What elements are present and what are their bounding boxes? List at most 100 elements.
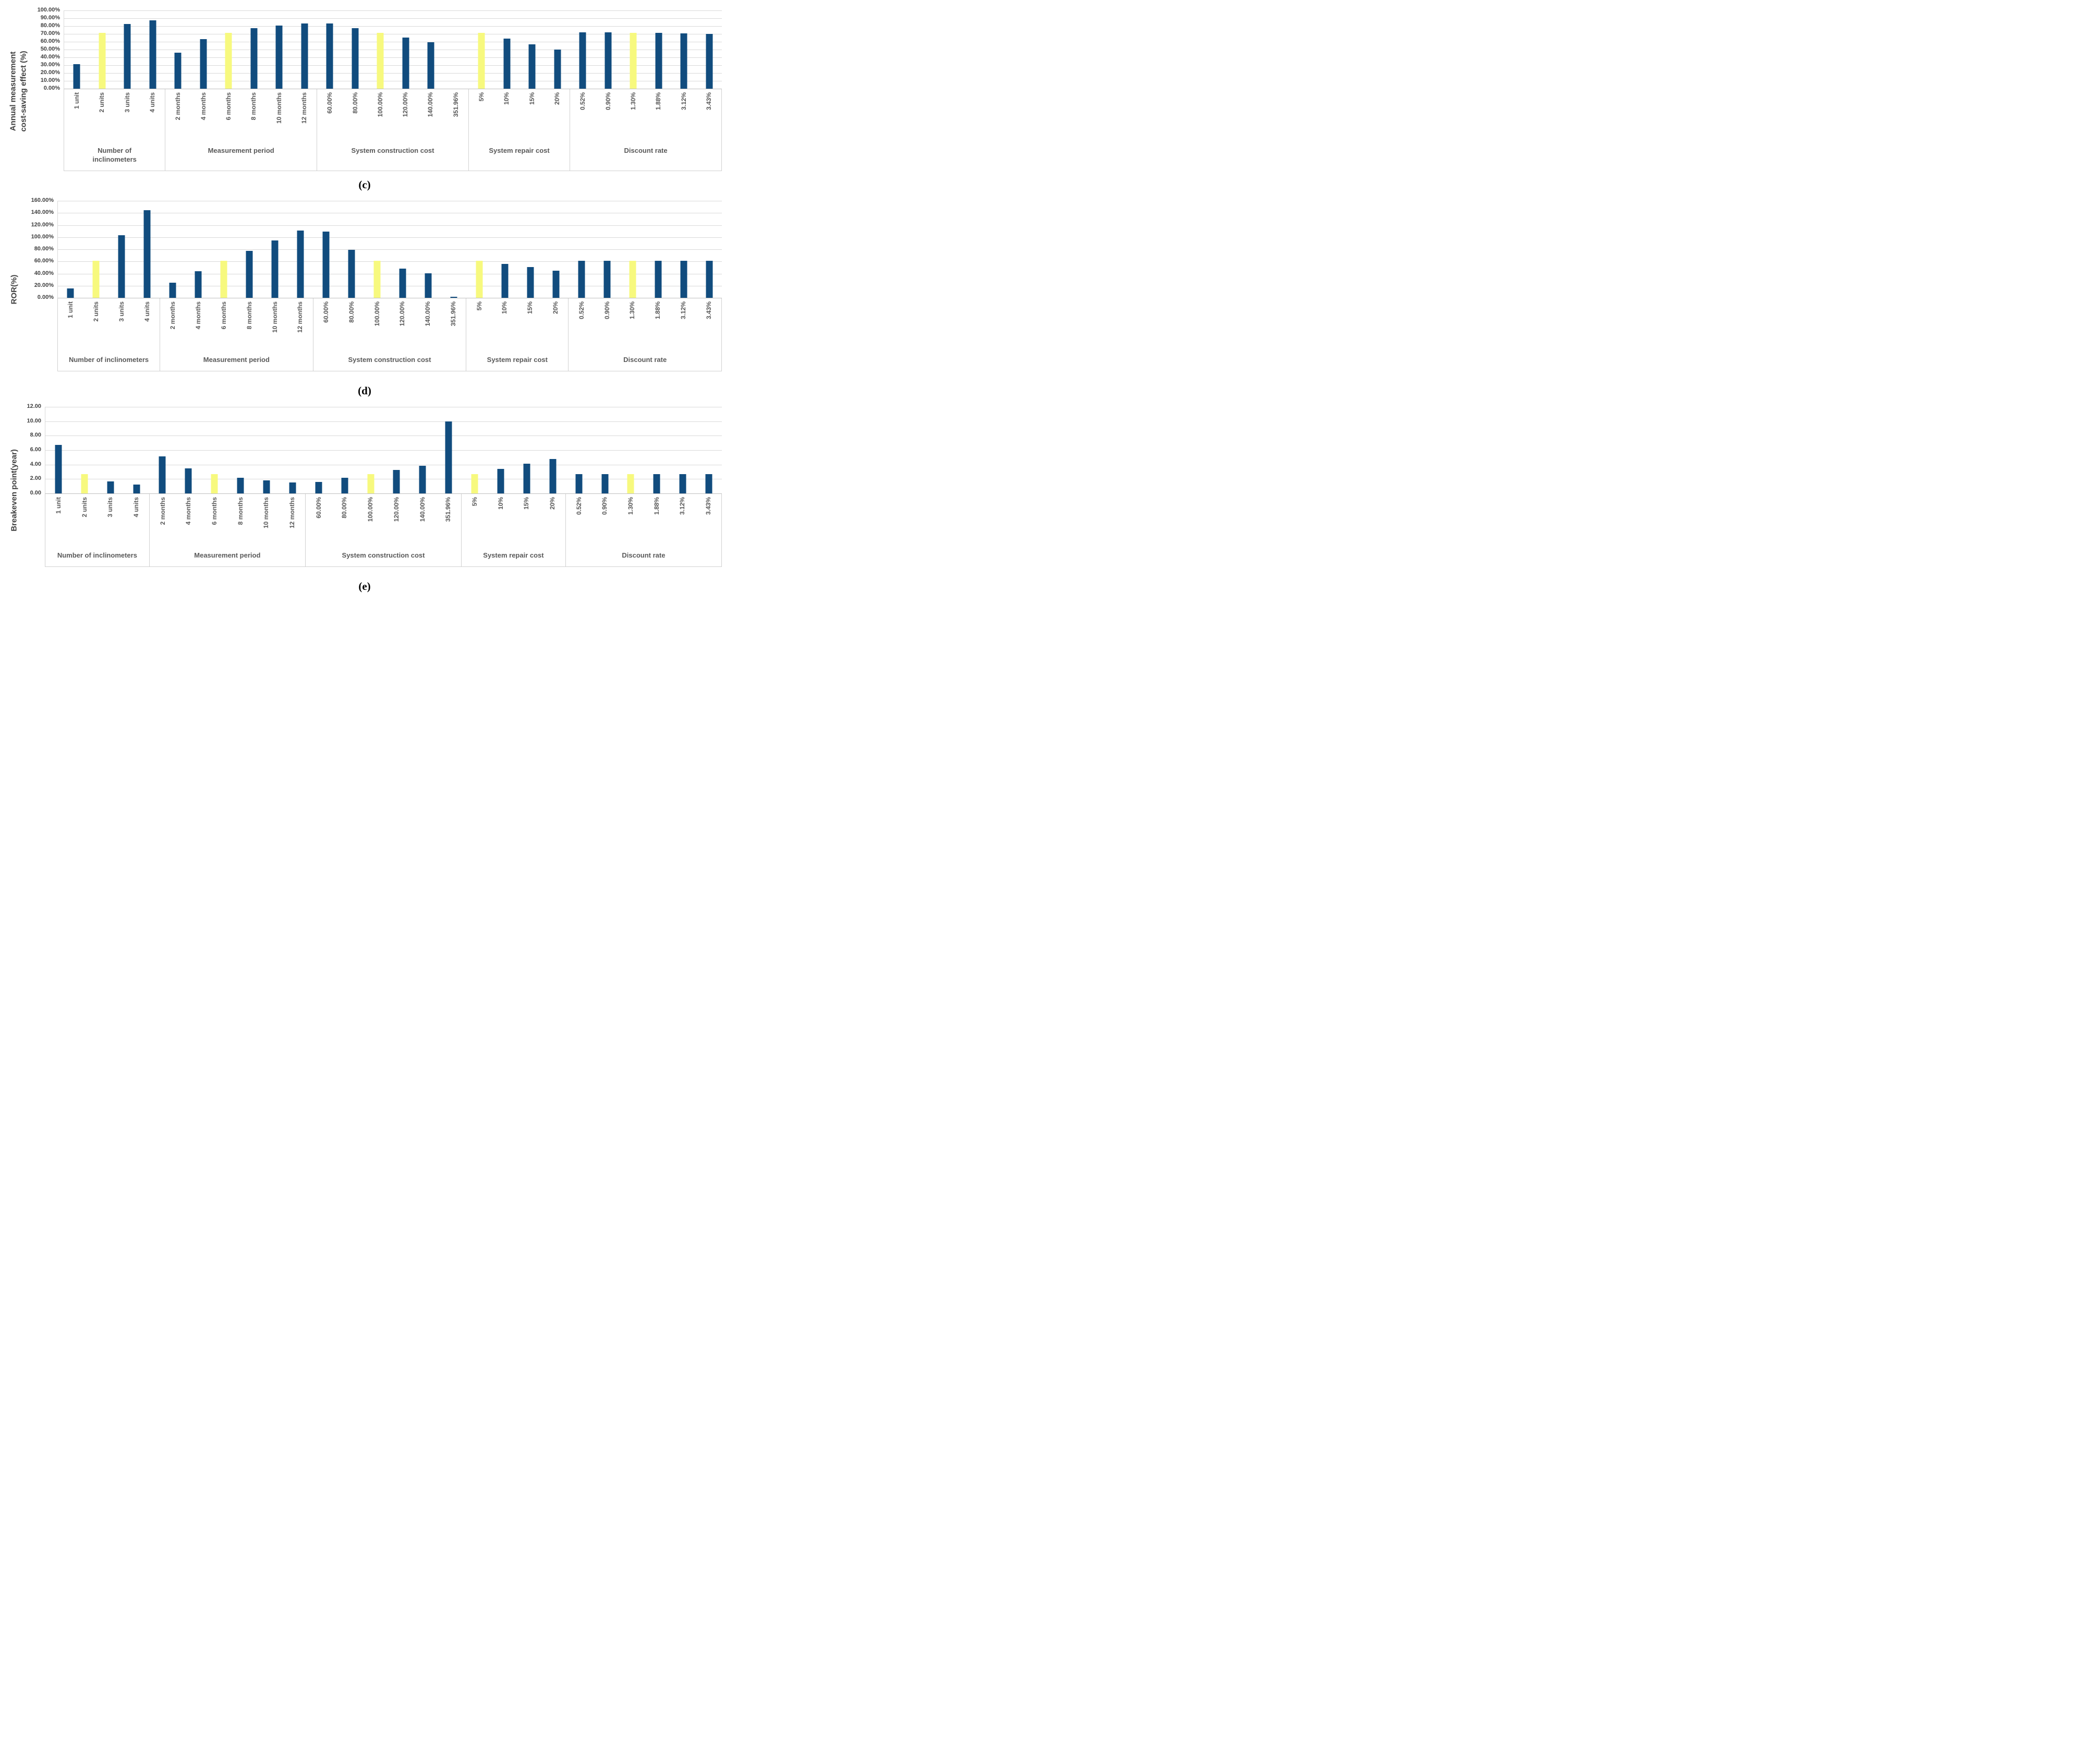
x-tick-slot: 100.00% <box>368 89 393 142</box>
x-group-number-of-inclinometers: 1 unit 2 units 3 units 4 units Number of inc… <box>58 298 160 371</box>
bar-3-units <box>124 24 131 89</box>
x-tick-label-4-units: 4 units <box>132 497 140 517</box>
x-tick-slot: 120.00% <box>383 494 409 547</box>
y-tick-label: 2.00 <box>30 475 41 482</box>
y-tick-label: 90.00% <box>40 15 60 21</box>
x-group-system-construction-cost: 60.00% 80.00% 100.00% 120.00% 140.00% 351.96%… <box>317 89 468 171</box>
x-tick-row: 60.00% 80.00% 100.00% 120.00% 140.00% 351.96% <box>313 298 466 352</box>
x-tick-label-4-units: 4 units <box>149 92 156 113</box>
x-tick-label-1-30: 1.30% <box>629 92 637 111</box>
x-group-label-text-system-repair-cost: System repair cost <box>483 551 544 559</box>
y-tick-label: 60.00% <box>34 258 54 264</box>
y-ticks-spacer <box>21 298 57 371</box>
y-tick-label: 10.00% <box>40 77 60 83</box>
bar-2-units <box>99 33 106 89</box>
bar-3-12 <box>679 474 686 493</box>
bar-20 <box>549 459 557 493</box>
bar-1-88 <box>655 261 662 298</box>
x-tick-label-0-52: 0.52% <box>577 301 585 320</box>
x-tick-label-3-12: 3.12% <box>679 301 687 320</box>
bar-group-number-of-inclinometers <box>64 10 165 89</box>
bar-8-months <box>237 478 244 493</box>
bar-3-43 <box>706 261 713 298</box>
bar-slot-0-90 <box>592 407 618 493</box>
x-tick-label-12-months: 12 months <box>300 92 308 124</box>
x-tick-slot: 60.00% <box>313 298 339 352</box>
bar-12-months <box>289 482 296 493</box>
bar-slot-4-units <box>135 201 160 298</box>
gridline <box>58 249 722 250</box>
x-tick-label-0-90: 0.90% <box>601 497 609 515</box>
x-group-label-text-number-of-inclinometers: Number of inclinometers <box>57 551 137 559</box>
y-axis-tick-labels: 100.00% 90.00% 80.00% 70.00% 60.00% 50.00% 40.… <box>29 7 64 91</box>
bar-4-units <box>149 20 156 89</box>
y-tick-label: 0.00% <box>37 294 54 300</box>
x-tick-slot: 20% <box>539 494 565 547</box>
x-tick-label-15: 15% <box>523 497 530 510</box>
bar-3-12 <box>680 261 687 298</box>
bar-slot-4-months <box>186 201 211 298</box>
x-tick-slot: 20% <box>543 298 569 352</box>
x-tick-label-60-00: 60.00% <box>315 497 322 518</box>
x-tick-slot: 100.00% <box>364 298 390 352</box>
x-group-label-text-system-construction-cost: System construction cost <box>342 551 425 559</box>
bar-80-00 <box>341 478 348 493</box>
x-tick-label-120-00: 120.00% <box>402 92 409 117</box>
x-group-label: Discount rate <box>566 547 721 566</box>
x-tick-slot: 8 months <box>236 298 262 352</box>
x-tick-label-2-units: 2 units <box>92 301 100 322</box>
x-tick-slot: 120.00% <box>390 298 415 352</box>
bar-slot-0-52 <box>569 201 594 298</box>
bar-slot-10-months <box>267 10 292 89</box>
gridline <box>45 450 722 451</box>
bar-slot-6-months <box>216 10 241 89</box>
bar-10 <box>497 469 504 493</box>
plot-row: 100.00% 90.00% 80.00% 70.00% 60.00% 50.00% 40.… <box>29 7 722 91</box>
x-tick-label-8-months: 8 months <box>245 301 253 330</box>
y-tick-label: 10.00 <box>27 417 41 424</box>
bar-slot-15 <box>517 201 543 298</box>
bar-slot-3-units <box>109 201 135 298</box>
x-tick-slot: 10 months <box>266 89 291 142</box>
x-tick-label-1-88: 1.88% <box>652 497 660 515</box>
y-tick-label: 40.00% <box>34 270 54 276</box>
x-tick-slot: 2 months <box>160 298 186 352</box>
x-tick-label-1-unit: 1 unit <box>67 301 75 318</box>
bar-3-43 <box>706 34 713 89</box>
x-tick-slot: 10% <box>488 494 514 547</box>
x-group-discount-rate: 0.52% 0.90% 1.30% 1.88% 3.12% 3.43% Discount r… <box>568 298 721 371</box>
x-tick-slot: 4 units <box>140 89 165 142</box>
x-group-label-text-system-construction-cost: System construction cost <box>351 147 434 154</box>
bar-120-00 <box>402 38 409 89</box>
bar-slot-1-88 <box>644 407 670 493</box>
bar-3-12 <box>680 33 687 89</box>
x-group-measurement-period: 2 months 4 months 6 months 8 months 10 month… <box>149 494 305 566</box>
x-tick-slot: 1 unit <box>64 89 89 142</box>
bar-group-measurement-period <box>150 407 306 493</box>
bar-slot-5 <box>466 201 492 298</box>
bar-group-system-construction-cost <box>317 10 469 89</box>
bar-slot-140-00 <box>415 201 441 298</box>
x-tick-label-0-90: 0.90% <box>604 92 612 111</box>
bar-slot-1-unit <box>58 201 83 298</box>
x-tick-label-100-00: 100.00% <box>376 92 384 117</box>
bar-group-measurement-period <box>165 10 317 89</box>
x-group-label: Discount rate <box>570 142 721 171</box>
bar-4-months <box>195 271 202 298</box>
bar-groups <box>64 10 722 89</box>
x-tick-slot: 1.30% <box>620 298 645 352</box>
bar-80-00 <box>352 28 359 89</box>
x-tick-slot: 0.90% <box>592 494 618 547</box>
bar-2-months <box>159 456 166 493</box>
x-tick-slot: 10% <box>492 298 517 352</box>
x-group-measurement-period: 2 months 4 months 6 months 8 months 10 month… <box>160 298 313 371</box>
bar-slot-60-00 <box>317 10 343 89</box>
x-tick-slot: 6 months <box>201 494 227 547</box>
x-tick-slot: 351.96% <box>443 89 468 142</box>
x-tick-label-120-00: 120.00% <box>392 497 400 522</box>
x-tick-label-3-12: 3.12% <box>680 92 687 111</box>
x-tick-label-10-months: 10 months <box>262 497 270 529</box>
bar-12-months <box>301 23 308 89</box>
x-group-number-of-inclinometers: 1 unit 2 units 3 units 4 units Number of inc… <box>45 494 149 566</box>
x-tick-slot: 2 units <box>89 89 114 142</box>
